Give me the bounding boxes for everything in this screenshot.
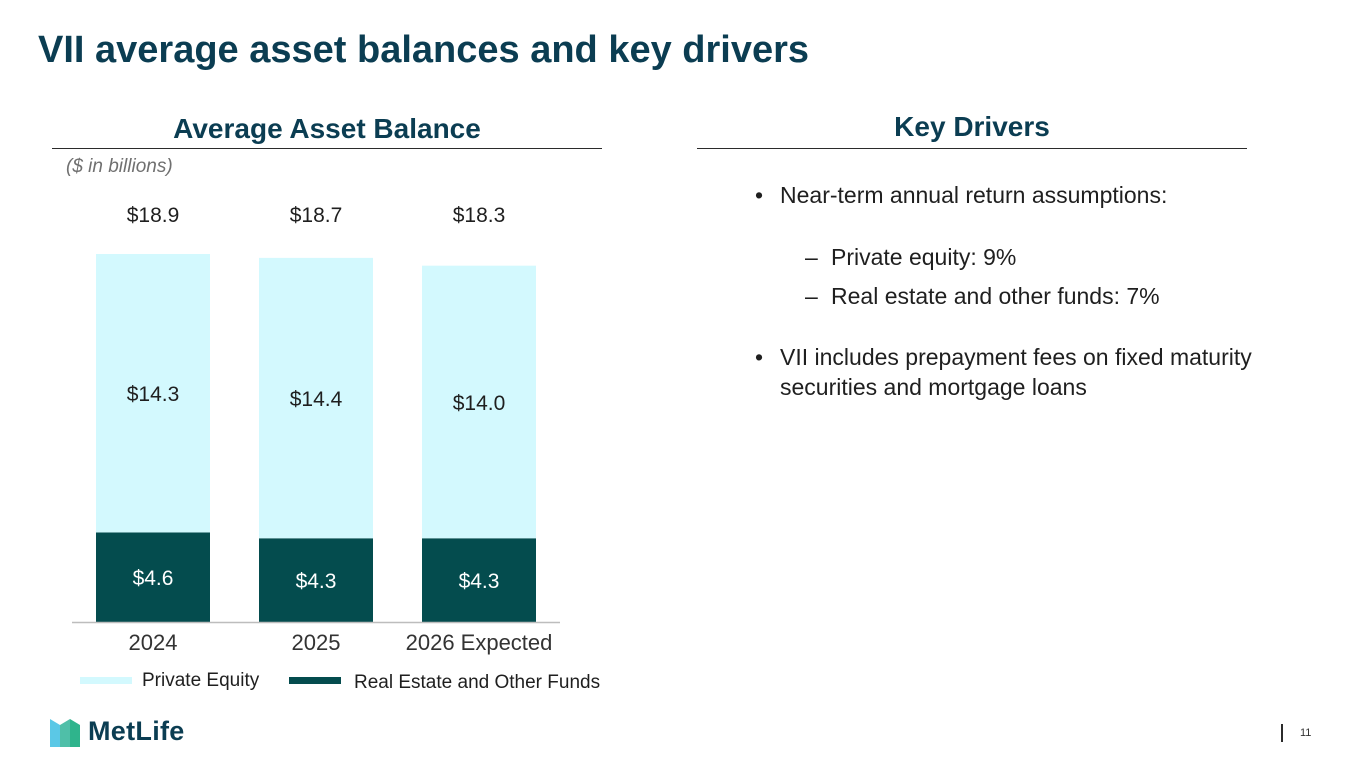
bar-real-estate-1 xyxy=(259,538,373,622)
metlife-logo-icon xyxy=(50,718,80,747)
chart-heading-rule xyxy=(52,148,602,149)
legend-real-estate-label: Real Estate and Other Funds xyxy=(354,672,600,693)
driver-sub-1: – Private equity: 9% xyxy=(755,242,1325,272)
label-private-equity-1: $14.4 xyxy=(290,388,343,411)
label-private-equity-2: $14.0 xyxy=(453,392,506,415)
metlife-wordmark: MetLife xyxy=(88,716,185,746)
drivers-heading: Key Drivers xyxy=(894,111,1050,142)
label-real-estate-0: $4.6 xyxy=(133,567,174,590)
bar-private-equity-1 xyxy=(259,257,373,539)
slide-title: VII average asset balances and key drive… xyxy=(38,29,810,71)
x-tick-label-2: 2026 Expected xyxy=(406,630,553,655)
drivers-heading-rule xyxy=(697,148,1247,149)
dash-mark: – xyxy=(805,283,818,309)
driver-sub-2-text: Real estate and other funds: 7% xyxy=(831,283,1160,309)
total-label-0: $18.9 xyxy=(127,204,180,227)
bar-private-equity-0 xyxy=(96,254,210,533)
driver-sub-1-text: Private equity: 9% xyxy=(831,244,1017,270)
total-label-2: $18.3 xyxy=(453,204,506,227)
units-label: ($ in billions) xyxy=(66,156,173,177)
bar-private-equity-2 xyxy=(422,265,536,539)
legend-private-equity-swatch xyxy=(80,677,132,684)
driver-sub-2: – Real estate and other funds: 7% xyxy=(755,281,1325,311)
key-drivers-list: • Near-term annual return assumptions: –… xyxy=(755,180,1325,402)
bullet-mark: • xyxy=(755,182,764,208)
page-number-divider xyxy=(1281,724,1283,742)
chart-heading: Average Asset Balance xyxy=(173,113,481,144)
x-tick-label-1: 2025 xyxy=(292,630,341,655)
total-label-1: $18.7 xyxy=(290,204,343,227)
legend-real-estate-swatch xyxy=(289,677,341,684)
label-private-equity-0: $14.3 xyxy=(127,383,180,406)
label-real-estate-2: $4.3 xyxy=(459,570,500,593)
driver-bullet-2: • VII includes prepayment fees on fixed … xyxy=(755,342,1325,402)
label-real-estate-1: $4.3 xyxy=(296,570,337,593)
bar-real-estate-0 xyxy=(96,532,210,622)
driver-bullet-2-text: VII includes prepayment fees on fixed ma… xyxy=(780,344,1252,400)
x-tick-label-0: 2024 xyxy=(129,630,178,655)
dash-mark: – xyxy=(805,244,818,270)
driver-bullet-1: • Near-term annual return assumptions: xyxy=(755,180,1325,210)
stacked-bar-chart: $4.6 $14.3 $18.9 2024 $4.3 $14.4 $18.7 2025 $4.3… xyxy=(72,204,600,693)
metlife-logo: MetLife xyxy=(50,716,185,747)
bar-real-estate-2 xyxy=(422,538,536,622)
page-number: 11 xyxy=(1300,727,1312,739)
driver-bullet-1-text: Near-term annual return assumptions: xyxy=(780,182,1168,208)
legend-private-equity-label: Private Equity xyxy=(142,670,260,691)
bullet-mark: • xyxy=(755,344,764,370)
